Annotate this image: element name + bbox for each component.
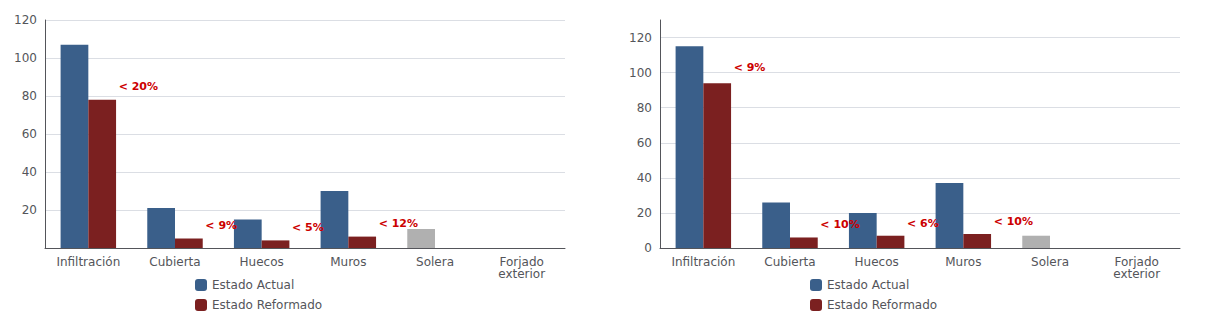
svg-text:40: 40: [22, 165, 37, 179]
svg-text:Estado Actual: Estado Actual: [827, 278, 909, 292]
svg-text:20: 20: [22, 203, 37, 217]
svg-text:100: 100: [629, 66, 652, 80]
svg-text:< 5%: < 5%: [292, 221, 324, 234]
svg-text:Huecos: Huecos: [240, 255, 284, 269]
svg-text:Estado Reformado: Estado Reformado: [827, 298, 937, 312]
svg-text:< 9%: < 9%: [734, 61, 766, 74]
svg-text:exterior: exterior: [498, 267, 545, 281]
svg-text:Muros: Muros: [330, 255, 366, 269]
svg-text:0: 0: [644, 241, 652, 255]
svg-text:< 20%: < 20%: [119, 80, 158, 93]
svg-text:40: 40: [637, 171, 652, 185]
svg-text:60: 60: [637, 136, 652, 150]
svg-text:Infiltración: Infiltración: [56, 255, 120, 269]
svg-text:Estado Actual: Estado Actual: [212, 278, 294, 292]
svg-text:Infiltración: Infiltración: [671, 255, 735, 269]
svg-text:80: 80: [22, 89, 37, 103]
svg-text:< 10%: < 10%: [994, 215, 1033, 228]
svg-text:80: 80: [637, 101, 652, 115]
svg-text:< 6%: < 6%: [907, 217, 939, 230]
svg-text:100: 100: [14, 51, 37, 65]
svg-text:Estado Reformado: Estado Reformado: [212, 298, 322, 312]
svg-text:Huecos: Huecos: [855, 255, 899, 269]
svg-text:20: 20: [637, 206, 652, 220]
svg-text:120: 120: [629, 31, 652, 45]
svg-text:Muros: Muros: [945, 255, 981, 269]
svg-text:Solera: Solera: [1031, 255, 1069, 269]
svg-text:Forjado: Forjado: [1114, 255, 1159, 269]
svg-text:< 12%: < 12%: [379, 217, 418, 230]
svg-text:60: 60: [22, 127, 37, 141]
svg-text:120: 120: [14, 13, 37, 27]
svg-text:< 10%: < 10%: [820, 218, 859, 231]
svg-text:Forjado: Forjado: [499, 255, 544, 269]
svg-text:Cubierta: Cubierta: [149, 255, 200, 269]
svg-text:Cubierta: Cubierta: [764, 255, 815, 269]
svg-text:Solera: Solera: [416, 255, 454, 269]
svg-text:exterior: exterior: [1113, 267, 1160, 281]
svg-text:< 9%: < 9%: [205, 219, 237, 232]
